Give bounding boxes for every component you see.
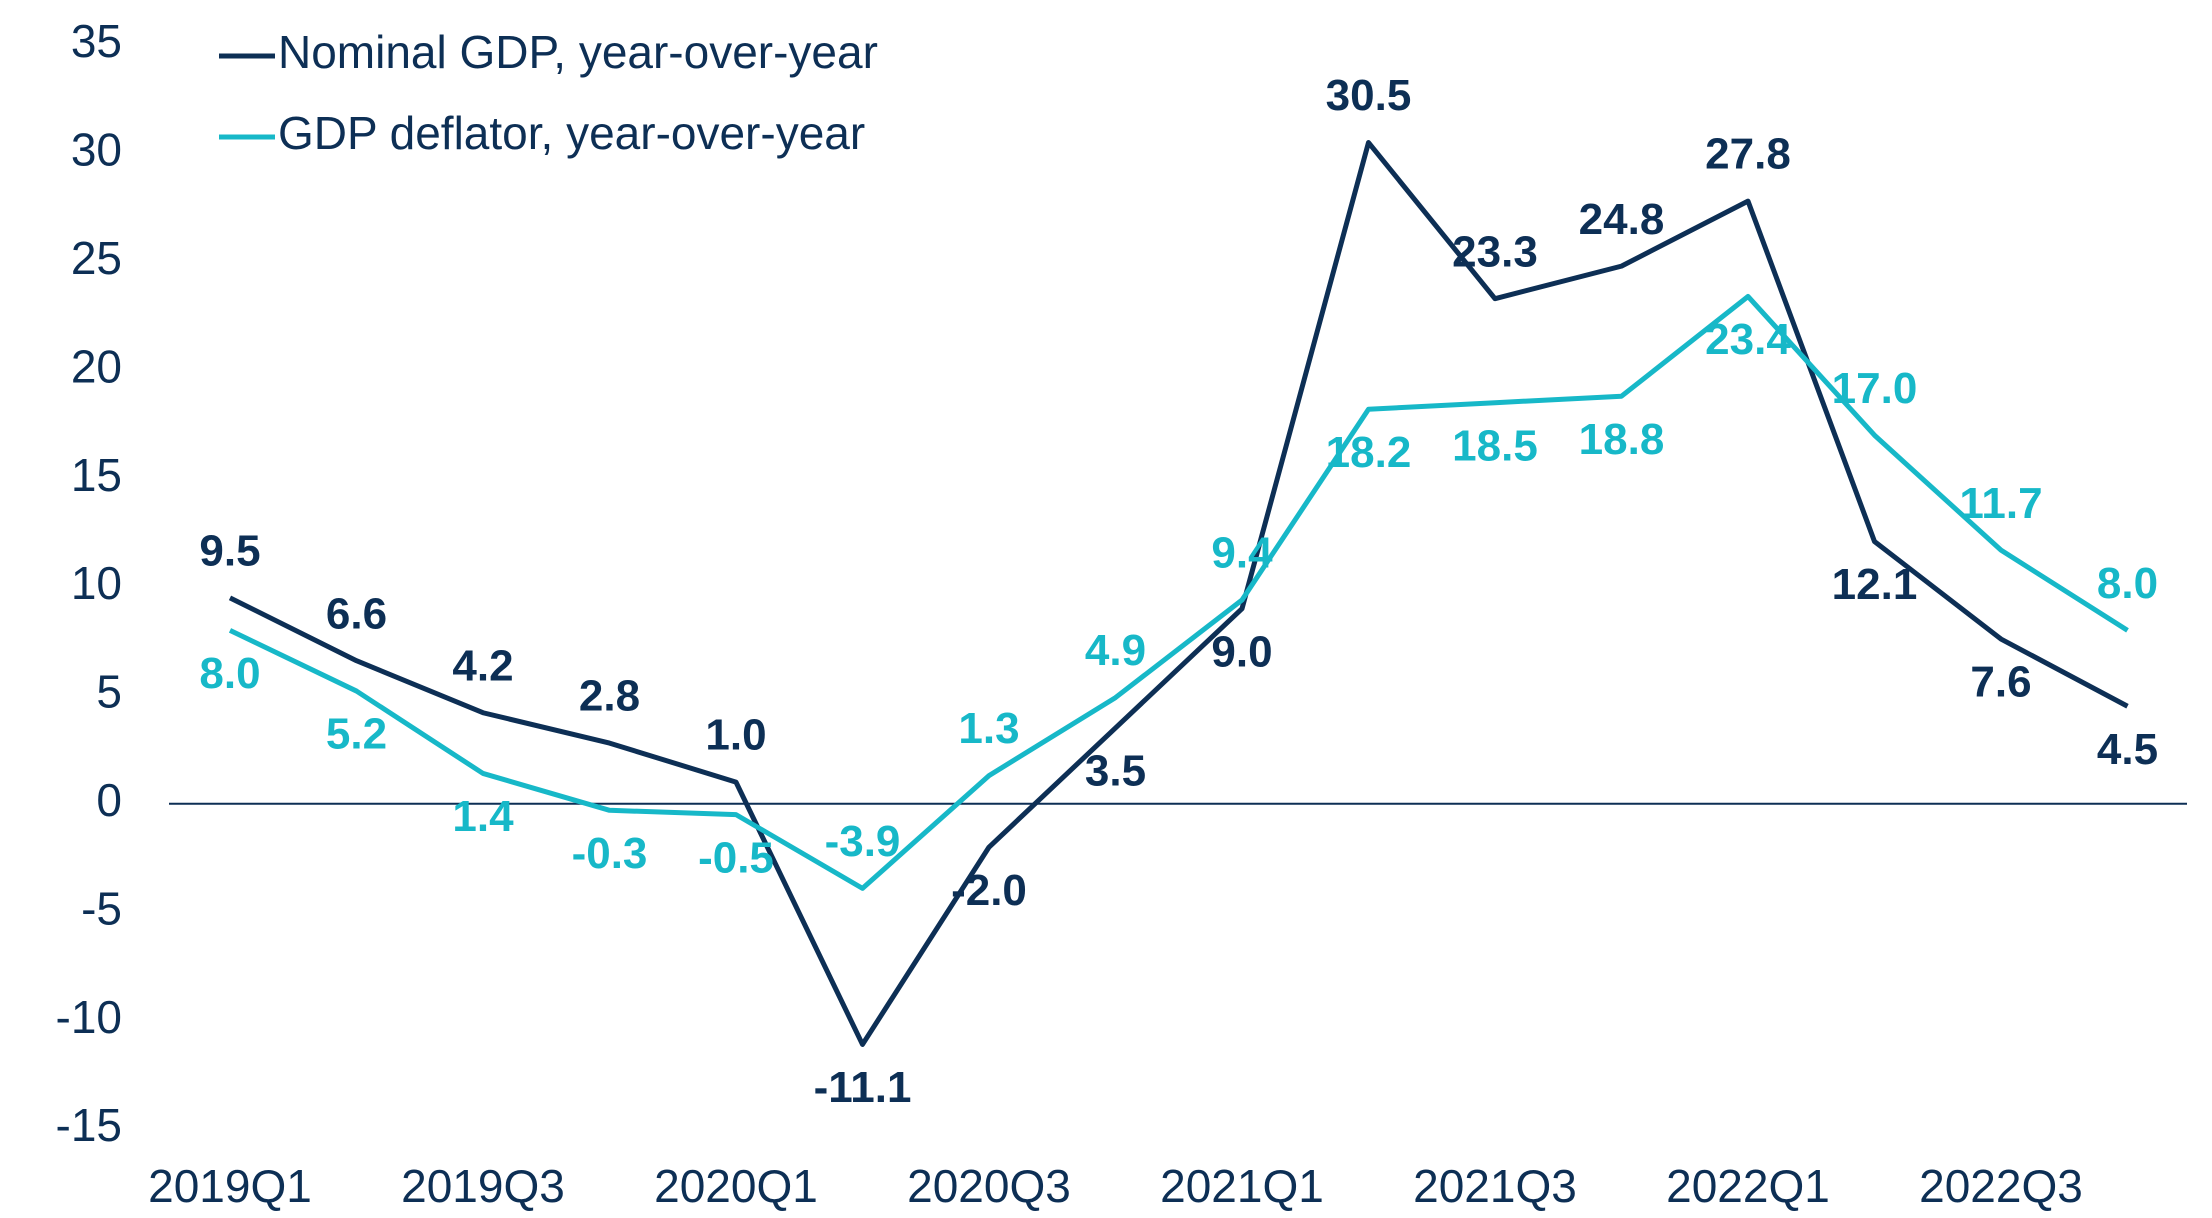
value-label: 9.0 xyxy=(1211,627,1272,676)
value-label: 4.5 xyxy=(2097,725,2158,774)
y-tick-label: 35 xyxy=(71,15,122,67)
x-tick-label: 2022Q1 xyxy=(1666,1160,1830,1212)
value-label: 18.2 xyxy=(1326,428,1412,477)
value-label: 8.0 xyxy=(199,649,260,698)
x-tick-label: 2021Q1 xyxy=(1160,1160,1324,1212)
value-label: -11.1 xyxy=(814,1063,912,1112)
value-label: 17.0 xyxy=(1832,364,1918,413)
value-label: 5.2 xyxy=(326,710,387,759)
y-tick-label: 5 xyxy=(96,666,122,718)
y-tick-label: 15 xyxy=(71,449,122,501)
x-tick-label: 2019Q1 xyxy=(148,1160,312,1212)
y-tick-label: -10 xyxy=(56,991,122,1043)
value-label: 1.0 xyxy=(705,711,766,760)
value-label: 12.1 xyxy=(1832,560,1918,609)
value-label: 9.5 xyxy=(199,526,260,575)
value-label: 27.8 xyxy=(1705,130,1791,179)
y-tick-label: 10 xyxy=(71,557,122,609)
value-label: -0.5 xyxy=(698,833,774,882)
value-label: -3.9 xyxy=(825,817,901,866)
value-label: 23.4 xyxy=(1705,315,1791,364)
x-tick-label: 2022Q3 xyxy=(1919,1160,2083,1212)
x-tick-label: 2021Q3 xyxy=(1413,1160,1577,1212)
value-label: 30.5 xyxy=(1326,71,1412,120)
value-label: 7.6 xyxy=(1970,658,2031,707)
x-tick-label: 2020Q3 xyxy=(907,1160,1071,1212)
y-tick-label: 20 xyxy=(71,340,122,392)
value-label: 9.4 xyxy=(1211,529,1273,578)
y-tick-label: -15 xyxy=(56,1099,122,1151)
value-label: 18.8 xyxy=(1579,415,1665,464)
value-label: 4.2 xyxy=(452,641,513,690)
y-tick-label: 25 xyxy=(71,232,122,284)
value-label: -2.0 xyxy=(951,866,1027,915)
legend-label: Nominal GDP, year-over-year xyxy=(278,26,878,78)
value-label: -0.3 xyxy=(572,829,648,878)
y-tick-label: 0 xyxy=(96,774,122,826)
x-tick-label: 2020Q1 xyxy=(654,1160,818,1212)
value-label: 1.3 xyxy=(958,704,1019,753)
series-line xyxy=(228,140,2129,1047)
value-label: 18.5 xyxy=(1452,421,1538,470)
legend-label: GDP deflator, year-over-year xyxy=(278,107,865,159)
value-label: 23.3 xyxy=(1452,227,1538,276)
value-label: 6.6 xyxy=(326,589,387,638)
value-label: 3.5 xyxy=(1085,747,1146,796)
y-tick-label: -5 xyxy=(81,882,122,934)
x-tick-label: 2019Q3 xyxy=(401,1160,565,1212)
value-label: 2.8 xyxy=(579,672,640,721)
value-label: 1.4 xyxy=(452,792,514,841)
value-label: 8.0 xyxy=(2097,559,2158,608)
y-tick-label: 30 xyxy=(71,124,122,176)
value-label: 24.8 xyxy=(1579,195,1665,244)
value-label: 11.7 xyxy=(1959,479,2042,528)
series-line xyxy=(228,293,2129,891)
value-label: 4.9 xyxy=(1085,626,1146,675)
